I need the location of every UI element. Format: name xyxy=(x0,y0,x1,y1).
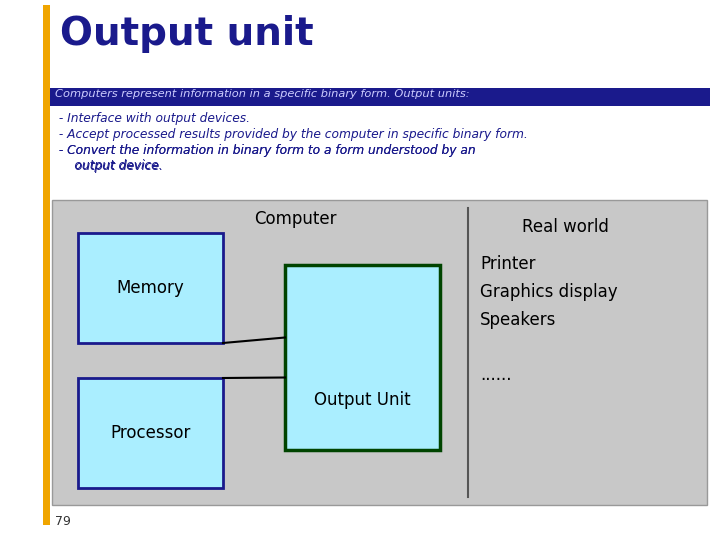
Text: Processor: Processor xyxy=(110,424,191,442)
Text: Computer: Computer xyxy=(253,210,336,228)
Bar xyxy=(285,265,440,450)
Text: Computers represent information in a specific binary form. Output units:: Computers represent information in a spe… xyxy=(55,89,469,99)
Bar xyxy=(43,5,50,525)
Text: Printer
Graphics display
Speakers

......: Printer Graphics display Speakers ...... xyxy=(480,255,618,384)
Text: Memory: Memory xyxy=(117,279,184,297)
Bar xyxy=(78,378,223,488)
Text: Output Unit: Output Unit xyxy=(314,391,411,409)
Bar xyxy=(78,233,223,343)
Bar xyxy=(52,200,707,505)
Text: Real world: Real world xyxy=(521,218,608,236)
Text: - Convert the information in binary form to a form understood by an
     output : - Convert the information in binary form… xyxy=(55,144,476,172)
Text: 79: 79 xyxy=(55,515,71,528)
Text: Output unit: Output unit xyxy=(60,15,314,53)
Text: - Interface with output devices.: - Interface with output devices. xyxy=(55,112,250,125)
Bar xyxy=(50,88,710,106)
Text: output device.: output device. xyxy=(75,160,163,173)
Text: - Accept processed results provided by the computer in specific binary form.: - Accept processed results provided by t… xyxy=(55,128,528,141)
Text: - Convert the information in binary form to a form understood by an: - Convert the information in binary form… xyxy=(55,144,476,157)
